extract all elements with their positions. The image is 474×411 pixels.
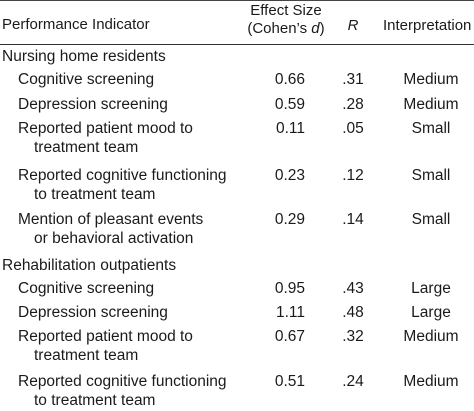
- row-effect-size: 0.51: [274, 373, 305, 390]
- row-effect-size: 0.66: [274, 71, 305, 88]
- row-indicator: Reported cognitive functioning: [18, 167, 227, 184]
- row-r: .28: [342, 96, 364, 113]
- header-r: R: [347, 17, 359, 34]
- row-interpretation: Medium: [403, 96, 459, 113]
- row-indicator: Reported patient mood to: [18, 120, 193, 137]
- section-title-nursing-home: Nursing home residents: [2, 48, 166, 65]
- row-r: .05: [342, 120, 364, 137]
- header-rule: [0, 44, 474, 45]
- row-interpretation: Medium: [403, 373, 459, 390]
- top-rule: [0, 0, 474, 1]
- row-r: .32: [342, 328, 364, 345]
- row-interpretation: Medium: [403, 71, 459, 88]
- header-cohens-d-suffix: ): [319, 20, 325, 37]
- section-title-rehabilitation: Rehabilitation outpatients: [2, 257, 177, 274]
- header-cohens-d: (Cohen’s d): [226, 20, 346, 38]
- row-indicator-cont: treatment team: [34, 139, 139, 156]
- row-indicator-cont: or behavioral activation: [34, 230, 194, 247]
- row-indicator: Reported patient mood to: [18, 328, 193, 345]
- row-indicator: Mention of pleasant events: [18, 211, 204, 228]
- row-effect-size: 0.23: [274, 167, 305, 184]
- row-r: .24: [342, 373, 364, 390]
- row-effect-size: 0.67: [274, 328, 305, 345]
- header-interpretation: Interpretation: [383, 17, 472, 34]
- header-effect-size: Effect Size: [250, 2, 322, 19]
- row-effect-size: 0.11: [275, 120, 305, 137]
- row-r: .48: [342, 304, 364, 321]
- row-r: .14: [342, 211, 364, 228]
- row-indicator: Reported cognitive functioning: [18, 373, 227, 390]
- row-interpretation: Large: [411, 304, 451, 321]
- row-interpretation: Medium: [403, 328, 459, 345]
- row-effect-size: 0.59: [274, 96, 305, 113]
- row-indicator: Cognitive screening: [18, 280, 155, 297]
- row-indicator-cont: to treatment team: [34, 392, 156, 409]
- header-cohens-d-prefix: (Cohen’s: [247, 20, 312, 37]
- row-r: .31: [342, 71, 364, 88]
- header-cohens-d-var: d: [311, 20, 320, 37]
- row-indicator-cont: to treatment team: [34, 186, 156, 203]
- row-indicator: Depression screening: [18, 96, 168, 113]
- row-indicator: Cognitive screening: [18, 71, 155, 88]
- row-r: .43: [342, 280, 364, 297]
- row-effect-size: 1.11: [275, 304, 305, 321]
- row-interpretation: Small: [411, 120, 451, 137]
- row-interpretation: Small: [411, 211, 451, 228]
- row-effect-size: 0.29: [274, 211, 305, 228]
- row-effect-size: 0.95: [274, 280, 305, 297]
- row-interpretation: Large: [411, 280, 451, 297]
- header-performance-indicator: Performance Indicator: [2, 16, 150, 33]
- row-interpretation: Small: [411, 167, 451, 184]
- row-indicator-cont: treatment team: [34, 347, 139, 364]
- row-indicator: Depression screening: [18, 304, 168, 321]
- row-r: .12: [342, 167, 364, 184]
